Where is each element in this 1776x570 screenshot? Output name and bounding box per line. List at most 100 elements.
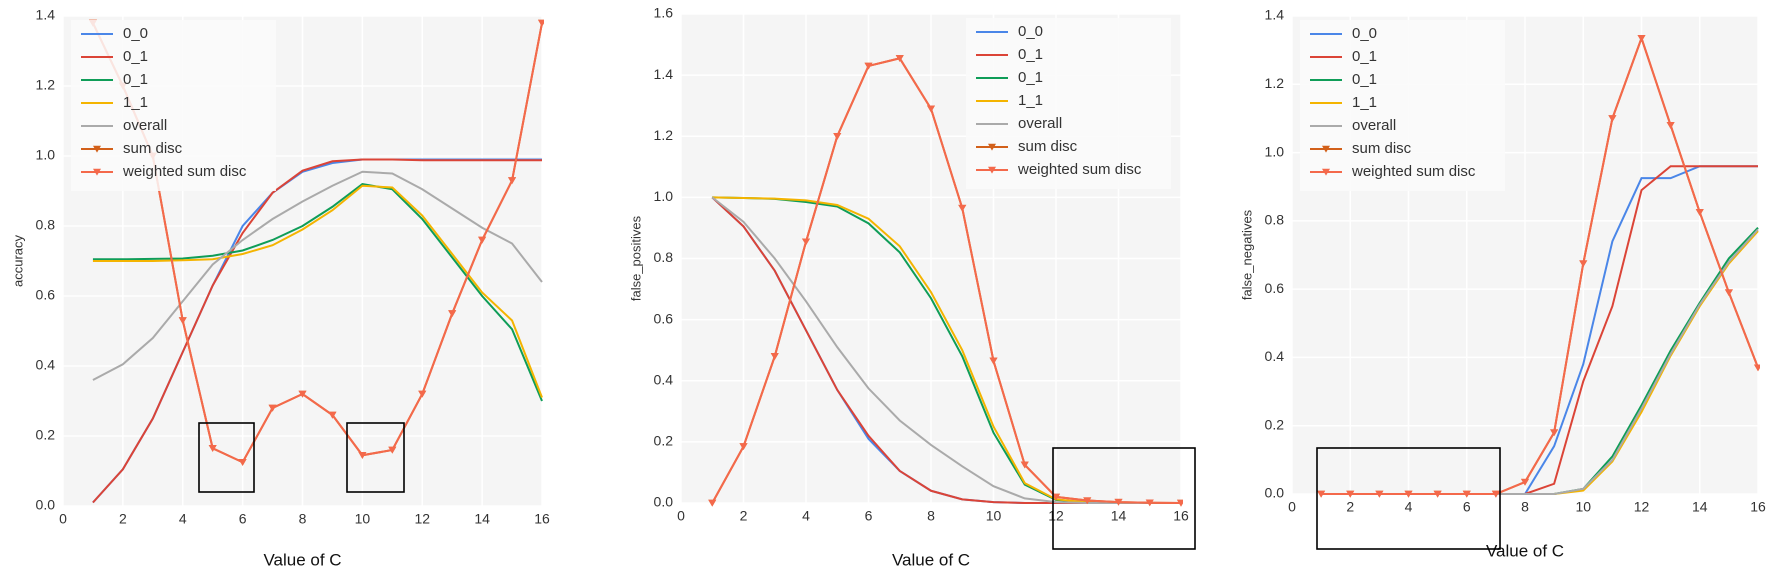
legend-label: sum disc	[123, 140, 183, 157]
legend-label: 1_1	[123, 94, 148, 111]
marker	[739, 443, 748, 451]
marker	[927, 105, 935, 113]
chart: 0.0 0.2 0.4 0.6 0.8 1.0 1.2 1.4 0 2 4 6 8 10 12 14 16 Val…	[1239, 7, 1766, 561]
x-tick-label: 16	[1750, 499, 1766, 515]
y-tick-label: 0.0	[654, 494, 674, 510]
y-tick-label: 0.4	[36, 357, 56, 373]
x-tick-label: 2	[740, 508, 748, 524]
marker	[1521, 478, 1529, 486]
y-tick-label: 1.2	[654, 127, 674, 143]
legend-label: 0_0	[1018, 23, 1043, 40]
y-tick-label: 0.6	[654, 310, 674, 326]
legend-label: weighted sum disc	[1017, 161, 1142, 178]
marker	[1404, 490, 1413, 498]
legend-label: 0_1	[1352, 48, 1377, 65]
legend-label: 1_1	[1352, 94, 1377, 111]
x-tick-label: 0	[59, 511, 67, 527]
marker	[1695, 209, 1704, 216]
y-tick-label: 0.4	[654, 371, 674, 387]
charts: 0.0 0.2 0.4 0.6 0.8 1.0 1.2 1.4 0 2 4 6 8 10 12 14 16 Val…	[10, 5, 1766, 570]
x-tick-label: 0	[1288, 499, 1296, 515]
x-tick-label: 14	[1111, 508, 1127, 524]
marker	[1145, 499, 1154, 507]
y-axis-label: false_negatives	[1239, 209, 1254, 300]
legend-label: 0_1	[123, 71, 148, 88]
x-tick-label: 16	[534, 511, 550, 527]
y-tick-label: 0.6	[1265, 280, 1285, 296]
y-axis-label: accuracy	[10, 234, 25, 287]
x-tick-label: 6	[1463, 499, 1471, 515]
legend-label: 0_0	[1352, 25, 1377, 42]
y-tick-label: 1.2	[1265, 75, 1285, 91]
marker	[1666, 122, 1675, 129]
legend-label: 0_1	[1018, 69, 1043, 86]
legend-label: weighted sum disc	[122, 163, 247, 180]
x-axis-label: Value of C	[263, 550, 341, 569]
marker	[208, 445, 217, 452]
legend-label: overall	[1352, 117, 1396, 134]
marker	[178, 317, 187, 325]
marker	[358, 452, 367, 459]
annotation-box	[198, 422, 255, 493]
marker	[708, 499, 717, 507]
x-tick-label: 8	[299, 511, 307, 527]
marker	[1491, 490, 1500, 498]
y-axis-label: false_positives	[628, 215, 643, 301]
marker	[268, 404, 277, 412]
y-tick-label: 1.6	[654, 5, 674, 21]
marker	[1637, 34, 1646, 42]
legend-marker	[988, 143, 996, 151]
marker	[1724, 289, 1733, 297]
legend-label: overall	[123, 117, 167, 134]
x-tick-label: 14	[474, 511, 490, 527]
marker	[298, 390, 307, 398]
marker	[538, 19, 544, 27]
marker	[1020, 461, 1029, 469]
legend-label: 0_1	[1352, 71, 1377, 88]
legend-label: 0_1	[123, 48, 148, 65]
legend-label: sum disc	[1352, 140, 1412, 157]
marker	[1083, 497, 1092, 505]
y-tick-label: 1.4	[654, 66, 674, 82]
marker	[478, 236, 487, 244]
x-tick-label: 10	[355, 511, 371, 527]
marker	[802, 238, 810, 246]
legend-box	[71, 20, 276, 191]
x-tick-label: 0	[677, 508, 685, 524]
x-tick-label: 2	[119, 511, 127, 527]
series-line	[92, 158, 542, 504]
marker	[1317, 490, 1326, 498]
marker	[1608, 115, 1617, 123]
marker	[895, 55, 904, 62]
series-line	[92, 170, 543, 381]
plot-lines	[88, 19, 544, 504]
x-tick-label: 4	[1405, 499, 1413, 515]
marker	[864, 62, 873, 70]
marker	[1433, 490, 1442, 498]
y-tick-label: 0.6	[36, 287, 56, 303]
x-tick-label: 14	[1692, 499, 1708, 515]
y-tick-label: 1.0	[36, 147, 56, 163]
marker	[1375, 490, 1384, 498]
x-tick-label: 16	[1173, 508, 1189, 524]
legend-marker	[988, 166, 996, 174]
marker	[508, 177, 517, 185]
y-tick-label: 1.0	[654, 188, 674, 204]
y-tick-label: 0.2	[1265, 416, 1285, 432]
legend-label: 1_1	[1018, 92, 1043, 109]
y-tick-label: 1.4	[1265, 7, 1285, 23]
y-tick-label: 0.2	[36, 427, 56, 443]
y-tick-label: 0.8	[1265, 212, 1285, 228]
y-tick-label: 0.2	[654, 433, 674, 449]
plot-lines	[708, 55, 1183, 507]
legend-box	[1300, 20, 1505, 191]
chart: 0.0 0.2 0.4 0.6 0.8 1.0 1.2 1.4 1.6 0 2 4 6 8 10 12 14 16…	[628, 5, 1189, 570]
marker	[1550, 429, 1559, 437]
marker	[833, 133, 842, 140]
x-tick-label: 6	[865, 508, 873, 524]
series-line	[1321, 35, 1759, 495]
x-tick-label: 2	[1346, 499, 1354, 515]
